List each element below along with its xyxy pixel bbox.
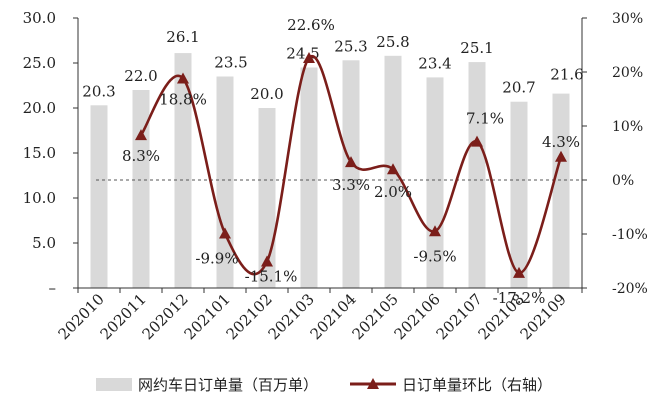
y-right-tick-label: 0% bbox=[612, 173, 634, 189]
y-right-tick-label: -20% bbox=[612, 281, 648, 297]
y-left-tick-label: 20.0 bbox=[23, 99, 56, 117]
line-value-label: 4.3% bbox=[542, 133, 580, 151]
legend-bar-label: 网约车日订单量（百万单） bbox=[138, 375, 319, 394]
bar-value-label: 23.4 bbox=[418, 54, 451, 72]
bar-202108 bbox=[510, 101, 528, 288]
line-value-label: 18.8% bbox=[159, 90, 207, 108]
bar-value-label: 20.7 bbox=[502, 79, 535, 97]
legend-item-line: 日订单量环比（右轴） bbox=[350, 374, 552, 395]
x-tick-label: 202103 bbox=[265, 290, 318, 343]
line-value-label: -9.5% bbox=[413, 247, 456, 265]
line-marker-202102 bbox=[261, 255, 273, 267]
y-left-tick-label: – bbox=[49, 279, 57, 297]
line-value-label: 8.3% bbox=[122, 147, 160, 165]
x-tick-label: 202104 bbox=[307, 290, 360, 343]
line-value-label: 22.6% bbox=[287, 16, 335, 34]
line-value-labels: 8.3% 18.8% -9.9% -15.1% 22.6% 3.3% 2.0% -9.5% 7.… bbox=[122, 16, 580, 307]
y-right-tick-label: 10% bbox=[612, 119, 643, 135]
legend-bar-swatch bbox=[96, 377, 132, 391]
bar-202010 bbox=[90, 105, 108, 288]
x-tick-label: 202105 bbox=[349, 290, 402, 343]
x-tick-label: 202101 bbox=[181, 290, 234, 343]
y-left-tick-label: 5.0 bbox=[32, 234, 56, 252]
bar-202011 bbox=[132, 90, 150, 288]
line-marker-202106 bbox=[429, 225, 441, 237]
line-value-label: 2.0% bbox=[374, 183, 412, 201]
line-marker-202101 bbox=[219, 227, 231, 239]
x-tick-label: 202107 bbox=[433, 290, 486, 343]
y-left-tick-label: 10.0 bbox=[23, 189, 56, 207]
bar-202102 bbox=[258, 108, 276, 288]
legend-line-swatch bbox=[350, 378, 397, 389]
line-value-label: -15.1% bbox=[245, 268, 298, 286]
bar-202104 bbox=[342, 60, 360, 288]
line-marker-202104 bbox=[345, 156, 357, 168]
bar-value-labels: 20.3 22.0 26.1 23.520.0 24.5 25.3 25.8 23.4 25.1… bbox=[82, 28, 583, 103]
bar-value-label: 24.5 bbox=[286, 45, 319, 63]
bar-202107 bbox=[468, 62, 486, 288]
bar-value-label: 23.5 bbox=[214, 54, 247, 72]
line-value-label: -9.9% bbox=[195, 249, 238, 267]
y-left-tick-label: 25.0 bbox=[23, 54, 56, 72]
line-marker-202108 bbox=[513, 266, 525, 278]
bar-value-label: 26.1 bbox=[166, 28, 199, 46]
y-right-tick-label: -10% bbox=[612, 227, 648, 243]
bar-202103 bbox=[300, 67, 318, 288]
legend: 网约车日订单量（百万单） 日订单量环比（右轴） bbox=[96, 372, 636, 396]
y-left-tick-label: 30.0 bbox=[23, 9, 56, 27]
bar-value-label: 20.3 bbox=[82, 82, 115, 100]
x-tick-label: 202012 bbox=[139, 290, 192, 343]
line-marker-202105 bbox=[387, 163, 399, 175]
line-marker-202012 bbox=[177, 72, 189, 84]
line-marker-202109 bbox=[555, 150, 567, 162]
y-right-tick-label: 30% bbox=[612, 11, 643, 27]
line-value-label: 7.1% bbox=[466, 110, 504, 128]
legend-line-label: 日订单量环比（右轴） bbox=[402, 375, 553, 394]
line-value-label: -17.2% bbox=[493, 289, 546, 307]
bar-value-label: 22.0 bbox=[124, 67, 157, 85]
bar-value-label: 25.3 bbox=[334, 37, 367, 55]
line-mom-path bbox=[139, 54, 563, 276]
bar-series bbox=[90, 53, 570, 289]
x-tick-label: 202010 bbox=[55, 290, 108, 343]
y-left-tick-label: 15.0 bbox=[23, 144, 56, 162]
legend-item-bar: 网约车日订单量（百万单） bbox=[96, 374, 318, 395]
y-right-tick-label: 20% bbox=[612, 65, 643, 81]
line-marker-202011 bbox=[135, 129, 147, 141]
x-tick-label: 202011 bbox=[97, 290, 150, 343]
line-value-label: 3.3% bbox=[332, 176, 370, 194]
bar-value-label: 25.1 bbox=[460, 39, 493, 57]
bar-value-label: 25.8 bbox=[376, 33, 409, 51]
bar-value-label: 21.6 bbox=[550, 66, 583, 84]
line-marker-202103 bbox=[303, 51, 315, 63]
x-tick-label: 202106 bbox=[391, 290, 444, 343]
line-series bbox=[135, 51, 567, 278]
bar-value-label: 20.0 bbox=[250, 85, 283, 103]
bar-202109 bbox=[552, 93, 570, 288]
bar-202012 bbox=[174, 53, 192, 288]
x-tick-label: 202102 bbox=[223, 290, 276, 343]
bar-202101 bbox=[216, 76, 234, 288]
line-marker-202107 bbox=[471, 135, 483, 147]
